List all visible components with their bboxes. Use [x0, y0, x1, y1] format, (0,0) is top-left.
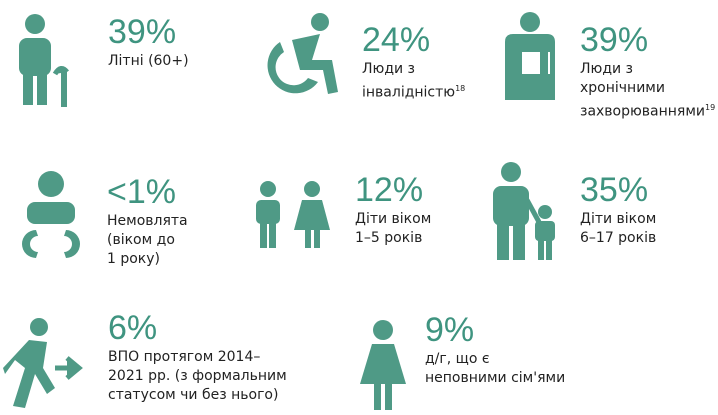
label: 1–5 років [355, 230, 423, 246]
stat-item: 12% Діти віком 1–5 років [355, 170, 431, 248]
label: 1 року) [107, 251, 161, 267]
label: 6–17 років [580, 230, 657, 246]
label: ВПО протягом 2014– [108, 349, 261, 365]
stat-item: 9% д/г, що є неповними сім'ями [425, 310, 565, 388]
label: захворюваннями [580, 103, 706, 120]
label: Люди з [362, 61, 415, 77]
label: Діти віком [580, 211, 657, 227]
label: інвалідністю [362, 84, 456, 101]
children-icon [256, 181, 330, 248]
label-line: захворюваннями19 [580, 98, 715, 122]
percent: 39% [108, 13, 177, 51]
percent: 24% [362, 21, 431, 59]
label: 2021 рр. (з формальним [108, 368, 287, 384]
label: д/г, що є [425, 351, 490, 367]
footnote: 19 [705, 103, 716, 112]
chronic-illness-icon [505, 12, 555, 100]
stat-item: 39% Літні (60+) [108, 12, 189, 71]
label: Немовлята [107, 213, 188, 229]
percent: 39% [580, 21, 649, 59]
stat-item: 6% ВПО протягом 2014– 2021 рр. (з формал… [108, 308, 287, 405]
percent: <1% [107, 173, 176, 211]
label: статусом чи без нього) [108, 387, 279, 403]
stat-item: 39% Люди з хронічними захворюваннями19 [580, 20, 715, 122]
stat-item: <1% Немовлята (віком до 1 року) [107, 172, 188, 269]
wheelchair-icon [267, 13, 338, 94]
elderly-icon [19, 14, 69, 107]
label: Діти віком [355, 211, 432, 227]
stat-item: 35% Діти віком 6–17 років [580, 170, 656, 248]
label: хронічними [580, 80, 665, 96]
percent: 35% [580, 171, 649, 209]
idp-icon [3, 318, 83, 408]
stat-item: 24% Люди з інвалідністю18 [362, 20, 465, 103]
parent-child-icon [493, 162, 555, 260]
infant-icon [22, 171, 80, 258]
percent: 9% [425, 311, 475, 349]
label: неповними сім'ями [425, 370, 566, 386]
percent: 6% [108, 309, 158, 347]
label-line: інвалідністю18 [362, 79, 465, 103]
footnote: 18 [455, 84, 466, 93]
label: (віком до [107, 232, 175, 248]
percent: 12% [355, 171, 424, 209]
label: Люди з [580, 61, 633, 77]
single-parent-icon [360, 320, 406, 410]
label: Літні (60+) [108, 53, 189, 69]
